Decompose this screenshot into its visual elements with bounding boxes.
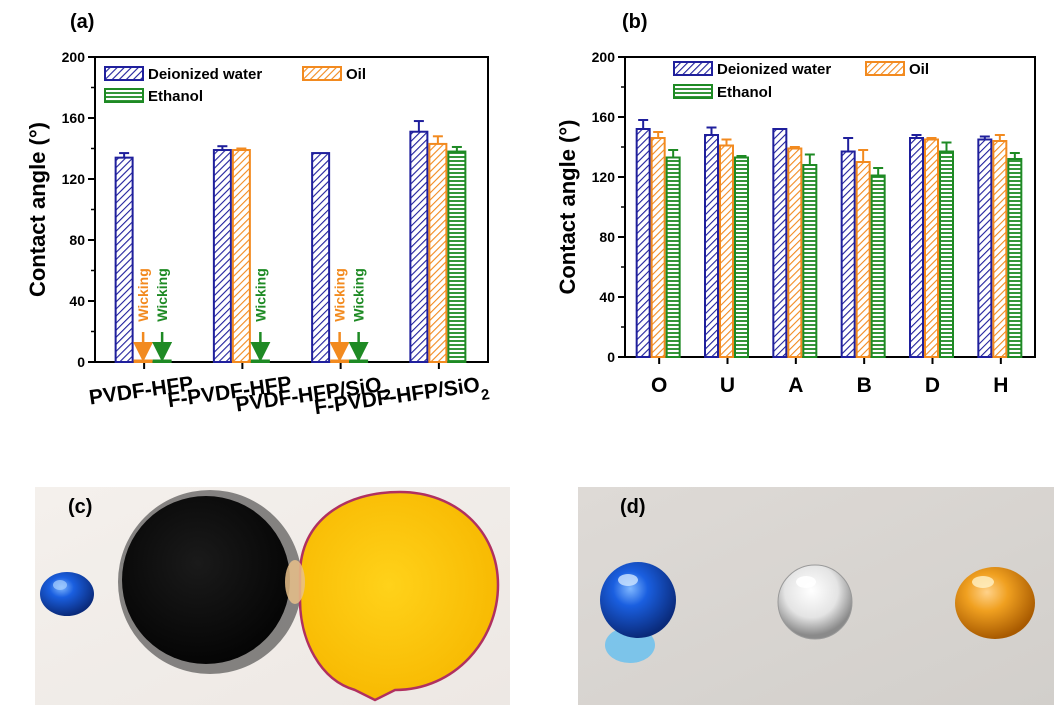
x-category-label: B	[857, 374, 872, 397]
panel-label-b: (b)	[622, 11, 648, 33]
photo-d: (d)	[578, 487, 1054, 705]
plot-frame	[624, 56, 1036, 358]
legend-label-water: Deionized water	[148, 66, 262, 83]
blue-droplet-d	[600, 562, 676, 638]
blue-droplet-c	[40, 572, 94, 616]
panel-label-a: (a)	[70, 11, 94, 33]
legend-label-ethanol: Ethanol	[717, 84, 772, 101]
bar-oil	[428, 142, 448, 363]
bar-water	[635, 128, 651, 358]
bar-ethanol	[1007, 158, 1023, 358]
y-tick-label: 200	[62, 49, 86, 65]
bar-oil	[719, 144, 734, 358]
bar-ethanol	[734, 156, 749, 358]
y-tick-label: 40	[69, 293, 85, 309]
bar-ethanol	[250, 359, 270, 363]
bar-ethanol	[447, 150, 467, 363]
bar-ethanol	[152, 359, 172, 363]
clear-droplet-d	[777, 564, 853, 640]
bar-ethanol	[870, 174, 886, 358]
x-category-label: H	[993, 374, 1008, 397]
legend-swatch-ethanol	[673, 84, 713, 99]
y-tick-label: 80	[69, 232, 85, 248]
blue-highlight-d	[618, 574, 638, 586]
legend-label-oil: Oil	[909, 61, 929, 78]
panel-label-d: (d)	[620, 496, 646, 518]
bar-water	[212, 149, 232, 363]
legend-swatch-ethanol	[104, 88, 144, 103]
bar-oil	[787, 147, 803, 358]
yellow-oil-stain	[298, 490, 500, 702]
legend-label-ethanol: Ethanol	[148, 88, 203, 105]
wicking-label: Wicking	[332, 268, 348, 322]
x-category-label: U	[720, 374, 735, 397]
wicking-label: Wicking	[351, 268, 367, 322]
bar-water	[909, 137, 924, 358]
y-axis-title: Contact angle (°)	[25, 122, 50, 297]
photo-c: (c)	[35, 487, 510, 705]
x-category-label: O	[651, 374, 667, 397]
bar-oil	[650, 137, 666, 358]
legend-swatch-water	[673, 61, 713, 76]
bar-water	[311, 152, 331, 363]
y-tick-label: 120	[62, 171, 86, 187]
wicking-label: Wicking	[154, 268, 170, 322]
bar-ethanol	[939, 150, 954, 358]
x-category-label: D	[925, 374, 940, 397]
y-tick-label: 0	[77, 354, 85, 370]
y-tick-label: 40	[599, 289, 615, 305]
chart-b: 0 40 80 120 160 200 Contact angle (°) O U A B D H Dei…	[555, 49, 1036, 397]
bar-water	[840, 150, 856, 358]
black-stain	[122, 496, 290, 664]
bar-water	[704, 134, 719, 358]
legend-swatch-oil	[302, 66, 342, 81]
bar-water	[977, 138, 993, 358]
overlap-spot	[285, 560, 305, 604]
category-subscript: 2	[382, 386, 393, 404]
bar-water	[409, 130, 429, 363]
panel-label-c: (c)	[68, 496, 92, 518]
bar-ethanol	[349, 359, 369, 363]
bar-ethanol	[802, 164, 818, 358]
y-tick-label: 160	[592, 109, 616, 125]
legend-label-oil: Oil	[346, 66, 366, 83]
clear-highlight-d	[796, 576, 816, 588]
legend-label-water: Deionized water	[717, 61, 831, 78]
y-tick-label: 160	[62, 110, 86, 126]
orange-droplet-d	[955, 567, 1035, 639]
bar-oil	[924, 138, 939, 358]
bar-water	[114, 156, 134, 363]
legend-swatch-water	[104, 66, 144, 81]
bar-oil	[231, 149, 251, 363]
bar-oil	[133, 359, 153, 363]
droplet-highlight-c	[53, 580, 67, 590]
wicking-label: Wicking	[135, 268, 151, 322]
category-subscript: 2	[480, 386, 491, 404]
bar-ethanol	[665, 156, 681, 358]
x-category-label: A	[788, 374, 803, 397]
y-tick-label: 200	[592, 49, 616, 65]
wicking-label: Wicking	[252, 268, 268, 322]
orange-highlight-d	[972, 576, 994, 588]
legend-swatch-oil	[865, 61, 905, 76]
bar-oil	[992, 140, 1008, 358]
bar-oil	[855, 161, 871, 358]
y-tick-label: 0	[607, 349, 615, 365]
bar-water	[772, 128, 788, 358]
y-tick-label: 120	[592, 169, 616, 185]
y-axis-title: Contact angle (°)	[555, 119, 580, 294]
bar-oil	[330, 359, 350, 363]
y-tick-label: 80	[599, 229, 615, 245]
